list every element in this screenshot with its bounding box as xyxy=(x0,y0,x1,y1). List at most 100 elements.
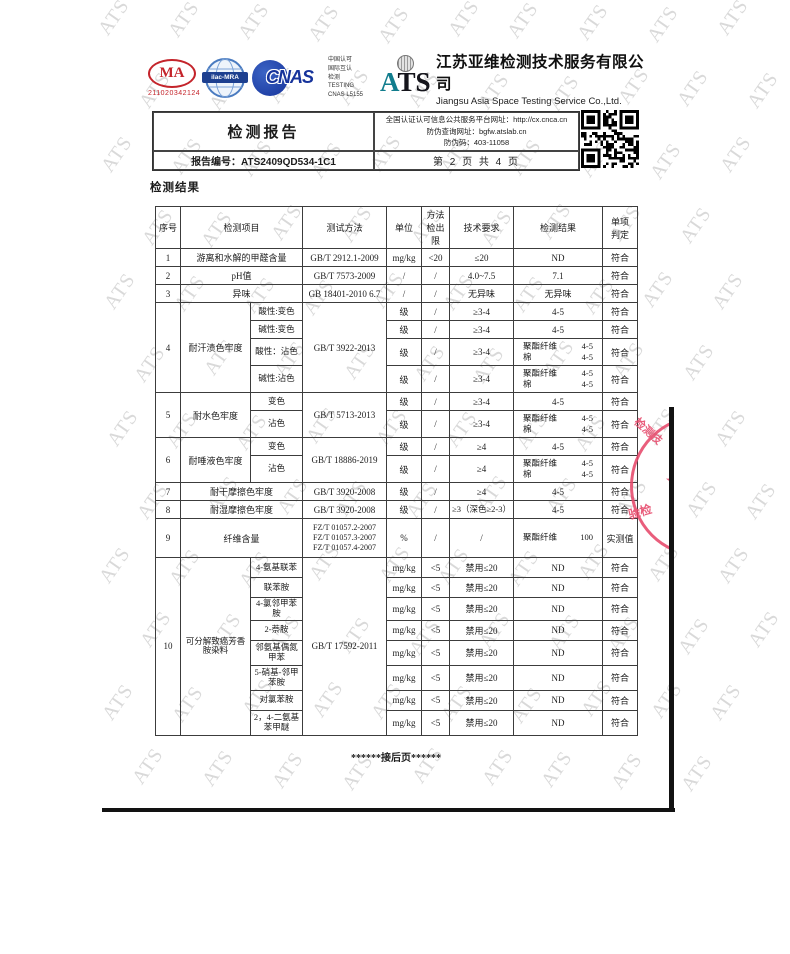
cell-result: 4-5 xyxy=(513,392,604,411)
cell-lod: <5 xyxy=(421,689,451,711)
company-name-cn: 江苏亚维检测技术服务有限公司 xyxy=(436,53,645,93)
cell-req: ≥4 xyxy=(449,437,515,456)
cell-subitem: 酸性：沾色 xyxy=(249,338,304,366)
cell-lod: <20 xyxy=(421,248,451,267)
cell-result: ND xyxy=(513,664,604,691)
cell-item: 异味 xyxy=(179,284,304,303)
cell-verdict: 符合 xyxy=(602,577,639,598)
cell-req: 禁用≤20 xyxy=(449,577,515,598)
cell-result: 聚酯纤维 4-5 棉 4-5 xyxy=(513,338,604,366)
page-indicator: 第 2 页 共 4 页 xyxy=(374,151,579,170)
fiber-value: 4-5 xyxy=(581,352,594,362)
col-header-method: 测试方法 xyxy=(302,206,388,249)
col-header-result: 检测结果 xyxy=(513,206,604,249)
cell-result: 4-5 xyxy=(513,500,604,519)
fiber-name: 棉 xyxy=(523,379,532,389)
table-row: 2-萘胺 mg/kg <5 禁用≤20 ND 符合 xyxy=(156,619,639,641)
cell-subitem: 4-氨基联苯 xyxy=(249,557,304,578)
cell-no: 10 xyxy=(155,557,181,736)
table-row: 4-氯邻甲苯胺 mg/kg <5 禁用≤20 ND 符合 xyxy=(156,597,639,621)
report-number: 报告编号：ATS2409QD534-1C1 xyxy=(153,151,374,170)
cell-unit: mg/kg xyxy=(386,664,423,691)
cell-subitem: 对氯苯胺 xyxy=(249,689,304,711)
cell-unit: 级 xyxy=(386,410,423,438)
cell-unit: 级 xyxy=(386,500,423,519)
table-row: 酸性：沾色 级 / ≥3-4 聚酯纤维 4-5 棉 4-5 符合 xyxy=(156,338,639,366)
cell-verdict: 符合 xyxy=(602,689,639,711)
cell-unit: 级 xyxy=(386,482,423,501)
cell-result: 聚酯纤维 4-5 棉 4-5 xyxy=(513,365,604,393)
cell-req: 禁用≤20 xyxy=(449,639,515,666)
cell-verdict: 符合 xyxy=(602,365,639,393)
cell-result: 无异味 xyxy=(513,284,604,303)
report-title: 检测报告 xyxy=(153,112,374,151)
col-header-req: 技术要求 xyxy=(449,206,515,249)
cell-req: ≥3-4 xyxy=(449,302,515,321)
table-row: 2 pH值 GB/T 7573-2009 / / 4.0~7.5 7.1 符合 xyxy=(155,266,639,285)
cma-number: 211020342124 xyxy=(148,90,201,97)
cell-method: GB/T 18886-2019 xyxy=(302,437,388,483)
cell-method: FZ/T 01057.2-2007 FZ/T 01057.3-2007 FZ/T… xyxy=(302,518,388,558)
cell-item: 耐湿摩擦色牢度 xyxy=(179,500,304,519)
seal-star-icon: ★ xyxy=(664,465,673,500)
cell-req: 禁用≤20 xyxy=(449,597,515,621)
cell-verdict: 符合 xyxy=(602,664,639,691)
ilac-mra-logo: ilac-MRA xyxy=(202,57,248,99)
cell-req: 禁用≤20 xyxy=(449,619,515,641)
cell-lod: / xyxy=(421,410,451,438)
cell-subitem: 邻氨基偶氮甲苯 xyxy=(249,639,304,666)
cell-result: ND xyxy=(513,709,604,736)
cell-lod: / xyxy=(421,518,451,558)
cell-unit: 级 xyxy=(386,338,423,366)
cell-req: 禁用≤20 xyxy=(449,689,515,711)
cell-result: 聚酯纤维 100 xyxy=(513,518,604,558)
table-row: 4 耐汗渍色牢度 酸性:变色 GB/T 3922-2013 级 / ≥3-4 4… xyxy=(155,302,639,393)
section-title: 检测结果 xyxy=(150,182,200,194)
fiber-value: 4-5 xyxy=(581,379,594,389)
table-row: 9 纤维含量 FZ/T 01057.2-2007 FZ/T 01057.3-20… xyxy=(155,518,639,558)
qr-code xyxy=(581,110,639,168)
cell-item: 耐唾液色牢度 xyxy=(180,437,251,483)
fiber-value: 4-5 xyxy=(581,412,594,423)
cell-lod: / xyxy=(421,338,451,366)
cell-unit: mg/kg xyxy=(386,597,423,621)
cell-lod: / xyxy=(421,266,451,285)
cell-result: 4-5 xyxy=(513,320,604,339)
fiber-value: 4-5 xyxy=(581,469,594,479)
cell-result: ND xyxy=(513,689,604,711)
cell-item: 耐汗渍色牢度 xyxy=(180,302,251,393)
red-seal-stamp: ★ 检测技 验检 xyxy=(620,405,673,567)
cell-result: ND xyxy=(513,619,604,641)
cell-unit: 级 xyxy=(386,392,423,411)
cnas-label: CNAS xyxy=(266,67,314,87)
cell-unit: mg/kg xyxy=(386,689,423,711)
cell-lod: <5 xyxy=(421,619,451,641)
fiber-name: 聚酯纤维 xyxy=(523,457,558,468)
cell-result: 4-5 xyxy=(513,302,604,321)
fiber-name: 聚酯纤维 xyxy=(523,340,558,351)
cell-subitem: 酸性:变色 xyxy=(249,302,304,321)
scan-page-right-edge xyxy=(669,407,674,812)
verification-info: 全国认证认可信息公共服务平台网址：http://cx.cnca.cn 防伪查询网… xyxy=(374,112,579,151)
cell-lod: <5 xyxy=(421,577,451,598)
cell-lod: / xyxy=(421,455,451,483)
fiber-value: 4-5 xyxy=(581,457,594,468)
cell-unit: mg/kg xyxy=(386,577,423,598)
cell-lod: <5 xyxy=(421,639,451,666)
table-row: 1 游离和水解的甲醛含量 GB/T 2912.1-2009 mg/kg <20 … xyxy=(155,248,639,267)
cell-subitem: 2，4-二氨基苯甲醚 xyxy=(249,709,304,736)
cell-result: 聚酯纤维 4-5 棉 4-5 xyxy=(513,455,604,483)
cell-subitem: 碱性:变色 xyxy=(249,320,304,339)
cell-lod: / xyxy=(421,320,451,339)
cell-result: ND xyxy=(513,557,604,578)
cell-req: ≥3-4 xyxy=(449,320,515,339)
cell-lod: / xyxy=(421,302,451,321)
col-header-unit: 单位 xyxy=(386,206,423,249)
cell-method: GB/T 2912.1-2009 xyxy=(302,248,388,267)
cell-lod: / xyxy=(421,392,451,411)
cell-verdict: 符合 xyxy=(602,619,639,641)
cell-lod: / xyxy=(421,482,451,501)
results-table-container: 序号 检测项目 测试方法 单位 方法 检出限 技术要求 检测结果 单项 判定 1… xyxy=(155,206,639,764)
cell-result: ND xyxy=(513,597,604,621)
cell-verdict: 符合 xyxy=(602,709,639,736)
